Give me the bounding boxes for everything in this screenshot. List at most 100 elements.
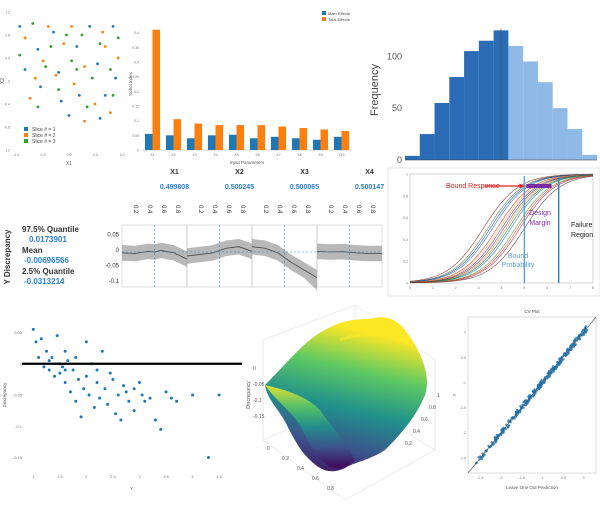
scatter-point-slice-1 — [77, 93, 81, 97]
scatter-point — [37, 356, 41, 359]
x-tick-label: 0.2 — [197, 205, 203, 214]
cv-point — [513, 417, 516, 420]
y-tick-label: 0.4 — [403, 238, 408, 242]
z-tick-label: -0.05 — [253, 382, 265, 388]
x-tick-label: 1 — [32, 474, 35, 479]
legend-marker — [24, 139, 28, 143]
discrepancy-scatter-plot: 0.05 0 -0.05 -0.1 -0.15 1 1.5 2 2.5 3 3.5 4 4.5 Y Disc… — [2, 327, 242, 491]
y-tick-label: 0.15 — [132, 105, 139, 109]
scatter-point — [124, 390, 128, 394]
cv-point — [502, 426, 505, 429]
x-tick-label: 0.6 — [290, 205, 296, 214]
scatter-point — [34, 340, 38, 344]
x-tick-label: 1.5 — [57, 474, 63, 479]
bar-total-X5 — [236, 125, 245, 150]
x-tick-label: 4.5 — [216, 474, 222, 479]
x-tick-label: X7 — [276, 153, 280, 157]
scatter-point — [53, 374, 57, 378]
cv-point — [582, 333, 585, 337]
cv-plot: CV Plot -2.5 -2 -1.5 -1 -0.5 0 0 -0.5 -1 -1.5 -2 -2.… — [452, 309, 597, 490]
x-tick-label: -1 — [541, 476, 544, 480]
design-margin-label-2: Margin — [529, 220, 551, 227]
cdf-curve — [409, 174, 594, 283]
cv-point — [573, 338, 577, 342]
scatter-point — [217, 393, 221, 397]
y-axis-title: Sobol Index — [128, 71, 133, 96]
scatter-point-slice-3 — [18, 53, 22, 57]
z-tick-label: 0 — [253, 366, 256, 372]
scatter-point-slice-3 — [98, 42, 102, 46]
scatter-point — [66, 359, 70, 363]
scatter-point — [191, 393, 195, 397]
x-tick-label: -2 — [499, 476, 502, 480]
y-tick-label: -0.05 — [105, 263, 119, 269]
x-tick-label: X10 — [338, 153, 344, 157]
x-tick-label: 1.0 — [120, 153, 125, 157]
scatter-point — [92, 406, 96, 409]
y-axis-title: Frequency — [369, 64, 381, 116]
cv-point — [506, 425, 510, 429]
legend-marker — [24, 127, 28, 131]
bar-total-X8 — [299, 128, 308, 150]
cv-point — [537, 387, 541, 390]
scatter-point — [140, 393, 144, 397]
x-axis-title: Leave One Out Prediction — [506, 485, 558, 490]
x-tick-label: 0.4 — [341, 205, 347, 214]
y-tick-label: -2.5 — [460, 456, 466, 460]
scatter-point — [39, 337, 43, 341]
scatter-point — [95, 381, 99, 384]
scatter-point — [169, 396, 173, 400]
axes-box — [409, 173, 594, 284]
z-tick-label: -0.15 — [253, 414, 265, 420]
scatter-point-slice-3 — [65, 33, 68, 37]
cv-point — [514, 415, 518, 418]
failure-region-label-1: Failure — [571, 222, 593, 229]
cv-point — [556, 363, 559, 366]
scatter-point-slice-1 — [59, 99, 63, 103]
slices-scatter-plot: -1.2 -0.8 -0.4 0 0.4 0.8 1.2 -1.0 -0.5 0.0 0.5 1.0 S… — [0, 11, 125, 168]
y-tick-label: 0.05 — [132, 134, 139, 138]
x-tick-label: 5 — [523, 286, 525, 290]
axis-box-edge — [262, 304, 356, 341]
bar-total-X6 — [257, 125, 266, 150]
cdf-curve — [410, 175, 594, 284]
y-tick-label: 0 — [137, 149, 139, 153]
scatter-point-slice-1 — [67, 114, 71, 117]
scatter-point — [31, 327, 35, 331]
scatter-point — [164, 390, 168, 394]
bar-total-X1 — [152, 29, 161, 150]
quantile-975-label: 97.5% Quantile — [22, 225, 79, 234]
scatter-point-slice-2 — [72, 82, 76, 86]
cv-point — [523, 403, 526, 407]
y-tick-label: -0.15 — [13, 455, 23, 460]
scatter-point-slice-1 — [36, 47, 40, 51]
bar-main-X4 — [207, 135, 216, 150]
cv-point — [500, 429, 503, 432]
scatter-point — [95, 368, 99, 372]
scatter-point-slice-2 — [33, 76, 37, 80]
legend-marker — [24, 133, 28, 137]
scatter-point — [84, 374, 88, 378]
scatter-point-slice-1 — [96, 62, 99, 66]
x-tick-label: 0.4 — [276, 205, 282, 214]
x-tick-label: 0 — [409, 286, 411, 290]
scatter-point-slice-3 — [36, 105, 40, 109]
histogram-bar — [464, 51, 479, 160]
y-tick-label: -2 — [463, 431, 466, 435]
cv-point — [549, 369, 552, 372]
y-tick-label: 50 — [392, 103, 402, 113]
x-tick-label: 0 — [267, 446, 270, 452]
y-axis-title: Y — [452, 393, 457, 396]
y-tick-label: 0.8 — [429, 405, 436, 411]
histogram-bar — [567, 128, 583, 160]
y-axis-title: Y Discrepancy — [3, 229, 12, 285]
factor-header-X2: X2 — [235, 169, 244, 176]
mean-value: -0.00696566 — [24, 256, 69, 265]
cv-point — [570, 347, 573, 351]
scatter-point-slice-3 — [57, 88, 61, 92]
cdf-curve — [409, 174, 594, 283]
legend-label: Main Effects — [328, 11, 350, 16]
cv-point — [584, 331, 587, 334]
x-tick-label: 3.5 — [163, 474, 169, 479]
x-tick-label: 0.2 — [327, 205, 333, 214]
